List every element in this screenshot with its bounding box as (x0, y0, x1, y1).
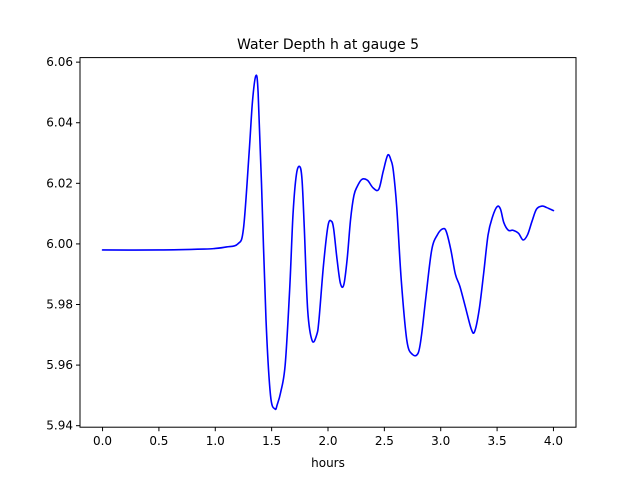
x-tick-label: 3.5 (488, 434, 507, 448)
chart-title: Water Depth h at gauge 5 (237, 37, 419, 53)
x-tick-label: 1.5 (262, 434, 281, 448)
y-tick-label: 6.06 (46, 55, 73, 69)
plot-area (101, 74, 555, 411)
y-tick-label: 6.00 (46, 237, 73, 251)
x-axis-label: hours (311, 456, 345, 470)
x-axis: 0.0 0.5 1.0 1.5 2.0 2.5 3.0 3.5 4.0 (93, 427, 563, 448)
x-tick-label: 0.5 (149, 434, 168, 448)
x-tick-label: 1.0 (206, 434, 225, 448)
y-tick-label: 6.04 (46, 116, 73, 130)
x-tick-label: 4.0 (544, 434, 563, 448)
series-line-0 (101, 74, 555, 411)
x-tick-label: 2.5 (375, 434, 394, 448)
y-axis: 5.94 5.96 5.98 6.00 6.02 6.04 6.06 (46, 55, 80, 433)
x-tick-label: 2.0 (318, 434, 337, 448)
y-tick-label: 5.96 (46, 358, 73, 372)
y-tick-label: 5.94 (46, 419, 73, 433)
y-tick-label: 6.02 (46, 176, 73, 190)
x-tick-label: 3.0 (431, 434, 450, 448)
y-tick-label: 5.98 (46, 298, 73, 312)
x-tick-label: 0.0 (93, 434, 112, 448)
